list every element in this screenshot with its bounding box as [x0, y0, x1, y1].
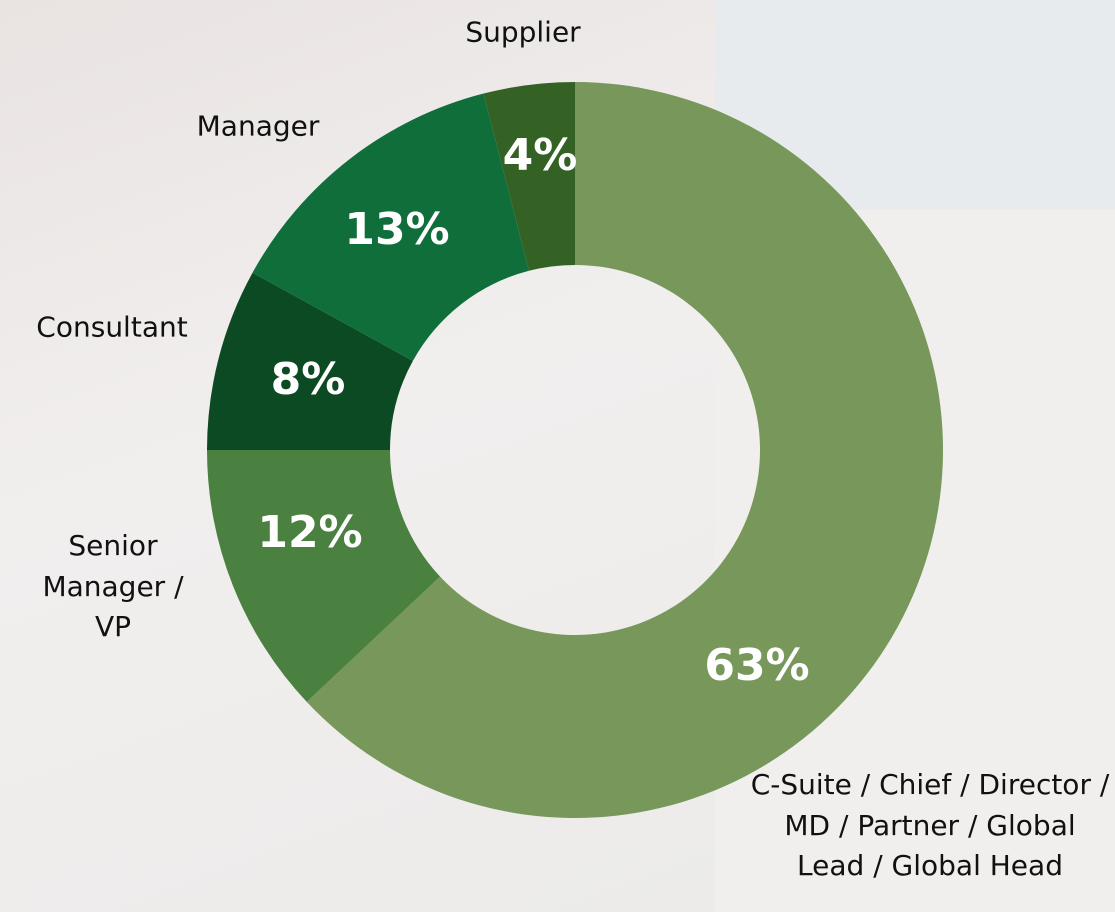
donut-slice — [207, 450, 441, 702]
category-label: Manager — [196, 109, 320, 143]
value-label: 4% — [503, 130, 578, 181]
donut-slice — [252, 93, 529, 361]
donut-slice — [483, 82, 575, 271]
value-label: 13% — [344, 204, 449, 255]
value-label: 12% — [257, 507, 362, 558]
value-label: 8% — [271, 354, 346, 405]
donut-slice — [207, 272, 413, 450]
category-label: Consultant — [36, 310, 188, 344]
category-label: C-Suite / Chief / Director / MD / Partne… — [750, 768, 1110, 883]
category-label: Supplier — [465, 15, 581, 49]
donut-slice — [306, 82, 944, 818]
category-label: Senior Manager / VP — [42, 529, 184, 644]
value-label: 63% — [704, 640, 809, 691]
